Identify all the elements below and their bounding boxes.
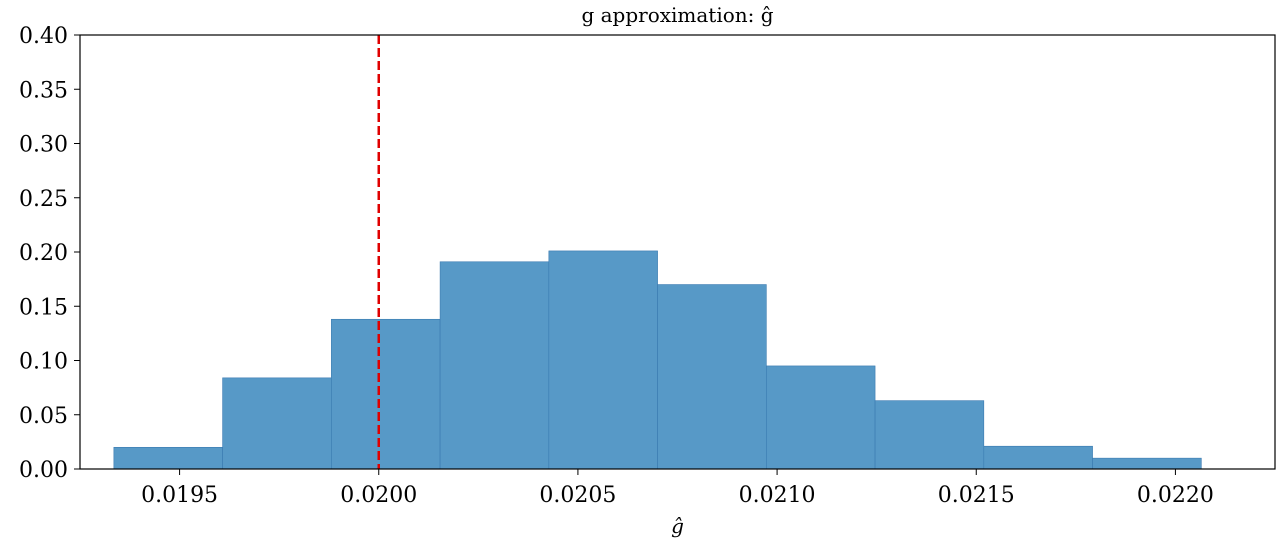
y-tick-label: 0.05 (19, 404, 68, 429)
y-tick-label: 0.40 (19, 24, 68, 49)
x-axis-label: ĝ (671, 514, 684, 538)
x-tick-label: 0.0205 (539, 483, 616, 508)
y-tick-label: 0.15 (19, 295, 68, 320)
y-tick-label: 0.35 (19, 78, 68, 103)
y-tick-label: 0.25 (19, 187, 68, 212)
chart-title: g approximation: ĝ (581, 3, 773, 27)
histogram-bar (766, 365, 876, 470)
histogram-bar (439, 261, 550, 470)
histogram-bar (331, 318, 441, 470)
y-tick-label: 0.00 (19, 458, 68, 483)
y-axis-ticks: 0.00 0.05 0.10 0.15 0.20 0.25 0.30 0.35 0.40 (19, 24, 80, 483)
x-tick-label: 0.0215 (938, 483, 1015, 508)
x-tick-label: 0.0195 (141, 483, 218, 508)
histogram-bar (983, 445, 1093, 470)
y-tick-label: 0.20 (19, 241, 68, 266)
x-axis-ticks: 0.0195 0.0200 0.0205 0.0210 0.0215 0.0220 (141, 469, 1214, 508)
histogram-bar (113, 446, 223, 470)
histogram-bar (548, 250, 658, 470)
histogram-bar (874, 400, 985, 470)
histogram-bar (657, 284, 767, 470)
x-tick-label: 0.0200 (340, 483, 417, 508)
y-tick-label: 0.10 (19, 350, 68, 375)
x-tick-label: 0.0220 (1137, 483, 1214, 508)
histogram-bar (1092, 457, 1202, 470)
histogram-bar (222, 377, 332, 470)
bars-group (113, 250, 1202, 470)
y-tick-label: 0.30 (19, 133, 68, 158)
x-tick-label: 0.0210 (739, 483, 816, 508)
